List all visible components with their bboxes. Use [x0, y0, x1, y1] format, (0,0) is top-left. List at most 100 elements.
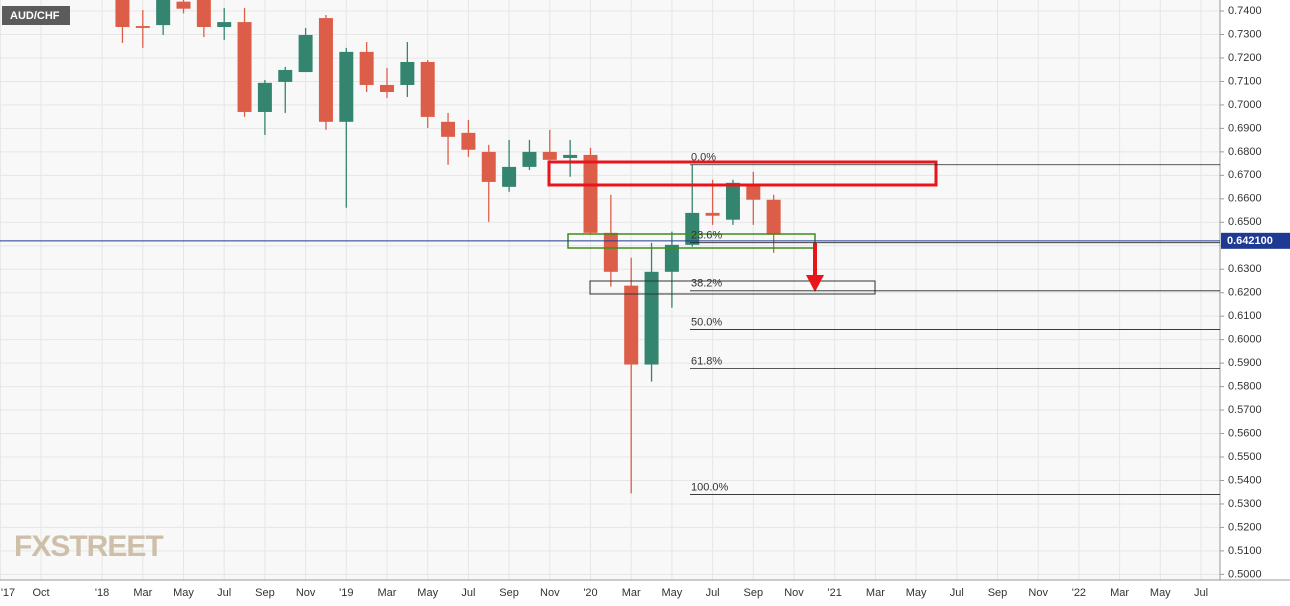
- y-tick-label: 0.5000: [1228, 568, 1262, 580]
- x-tick-label: Jul: [950, 587, 964, 599]
- y-tick-label: 0.6000: [1228, 334, 1262, 346]
- candle-body: [176, 1, 191, 9]
- x-tick-label: Jul: [706, 587, 720, 599]
- x-tick-label: Oct: [32, 587, 49, 599]
- x-tick-label: Mar: [866, 587, 885, 599]
- candle-body: [603, 232, 618, 272]
- fib-label: 38.2%: [691, 278, 722, 290]
- chart-title: AUD/CHF: [10, 10, 60, 22]
- y-tick-label: 0.6500: [1228, 216, 1262, 228]
- candle-body: [502, 166, 517, 187]
- candle-body: [380, 84, 394, 93]
- y-tick-label: 0.6200: [1228, 287, 1262, 299]
- candle-body: [461, 132, 476, 150]
- x-tick-label: Nov: [784, 587, 804, 599]
- y-tick-label: 0.6800: [1228, 146, 1262, 158]
- y-tick-label: 0.7400: [1228, 5, 1262, 17]
- candle-body: [664, 244, 679, 272]
- candle-body: [278, 69, 293, 82]
- candle-body: [339, 51, 354, 122]
- watermark: FXSTREET: [14, 530, 163, 563]
- x-tick-label: Mar: [1110, 587, 1129, 599]
- x-tick-label: Jul: [461, 587, 475, 599]
- y-tick-label: 0.5400: [1228, 474, 1262, 486]
- candle-body: [644, 271, 659, 365]
- fib-label: 50.0%: [691, 316, 722, 328]
- x-tick-label: '21: [828, 587, 842, 599]
- current-price-label: 0.642100: [1227, 235, 1273, 247]
- x-tick-label: Sep: [499, 587, 519, 599]
- candle-body: [766, 199, 781, 235]
- target-box: [589, 280, 876, 295]
- x-tick-label: Nov: [1028, 587, 1048, 599]
- candle-body: [196, 0, 211, 27]
- y-tick-label: 0.5200: [1228, 521, 1262, 533]
- y-tick-label: 0.5800: [1228, 380, 1262, 392]
- candle-body: [746, 184, 761, 200]
- x-tick-label: May: [173, 587, 194, 599]
- marks: [115, 0, 781, 494]
- x-tick-label: Sep: [744, 587, 764, 599]
- grid: [0, 0, 1220, 580]
- x-tick-label: May: [662, 587, 683, 599]
- y-tick-label: 0.6300: [1228, 263, 1262, 275]
- x-tick-label: '22: [1072, 587, 1086, 599]
- y-tick-label: 0.7000: [1228, 99, 1262, 111]
- title-badge: [2, 6, 70, 25]
- y-tick-label: 0.5500: [1228, 451, 1262, 463]
- x-tick-label: Jul: [1194, 587, 1208, 599]
- x-tick-label: '18: [95, 587, 109, 599]
- y-tick-label: 0.6600: [1228, 193, 1262, 205]
- fib-label: 0.0%: [691, 152, 716, 164]
- y-tick-label: 0.5100: [1228, 545, 1262, 557]
- x-tick-label: May: [1150, 587, 1171, 599]
- y-tick-label: 0.6100: [1228, 310, 1262, 322]
- x-tick-label: Nov: [296, 587, 316, 599]
- x-tick-label: '20: [583, 587, 597, 599]
- candle-body: [298, 34, 313, 73]
- x-tick-label: '17: [1, 587, 15, 599]
- x-tick-label: Mar: [622, 587, 641, 599]
- x-tick-label: Sep: [255, 587, 275, 599]
- candle-body: [481, 151, 496, 182]
- candle-body: [563, 154, 578, 158]
- x-tick-label: Mar: [133, 587, 152, 599]
- candle-body: [685, 212, 700, 245]
- y-tick-label: 0.6900: [1228, 122, 1262, 134]
- x-tick-label: Nov: [540, 587, 560, 599]
- resistance-box: [547, 160, 938, 187]
- candle-body: [542, 151, 557, 160]
- arrow-head: [806, 275, 824, 292]
- fib-label: 23.6%: [691, 230, 722, 242]
- candle-body: [359, 51, 374, 85]
- x-tick-label: May: [417, 587, 438, 599]
- plot-background: [0, 0, 1220, 580]
- candle-body: [115, 0, 130, 27]
- y-tick-label: 0.5300: [1228, 498, 1262, 510]
- candle-body: [522, 151, 537, 167]
- x-tick-label: '19: [339, 587, 353, 599]
- x-tick-label: Mar: [378, 587, 397, 599]
- candle-body: [705, 212, 720, 216]
- x-tick-label: May: [906, 587, 927, 599]
- y-tick-label: 0.7100: [1228, 75, 1262, 87]
- y-tick-label: 0.5600: [1228, 427, 1262, 439]
- y-tick-label: 0.5700: [1228, 404, 1262, 416]
- candle-body: [583, 154, 598, 233]
- candle-body: [318, 18, 333, 122]
- x-tick-label: Sep: [988, 587, 1008, 599]
- candle-body: [624, 285, 639, 365]
- fib-label: 61.8%: [691, 355, 722, 367]
- y-tick-label: 0.7300: [1228, 28, 1262, 40]
- x-tick-label: Jul: [217, 587, 231, 599]
- current-price-badge: [1221, 232, 1290, 249]
- y-tick-label: 0.7200: [1228, 52, 1262, 64]
- y-tick-label: 0.6700: [1228, 169, 1262, 181]
- candle-body: [156, 0, 171, 26]
- candle-body: [725, 182, 740, 220]
- fib-label: 100.0%: [691, 481, 729, 493]
- candle-body: [135, 26, 150, 28]
- candle-body: [441, 121, 456, 137]
- y-tick-label: 0.5900: [1228, 357, 1262, 369]
- drawings: [547, 160, 938, 295]
